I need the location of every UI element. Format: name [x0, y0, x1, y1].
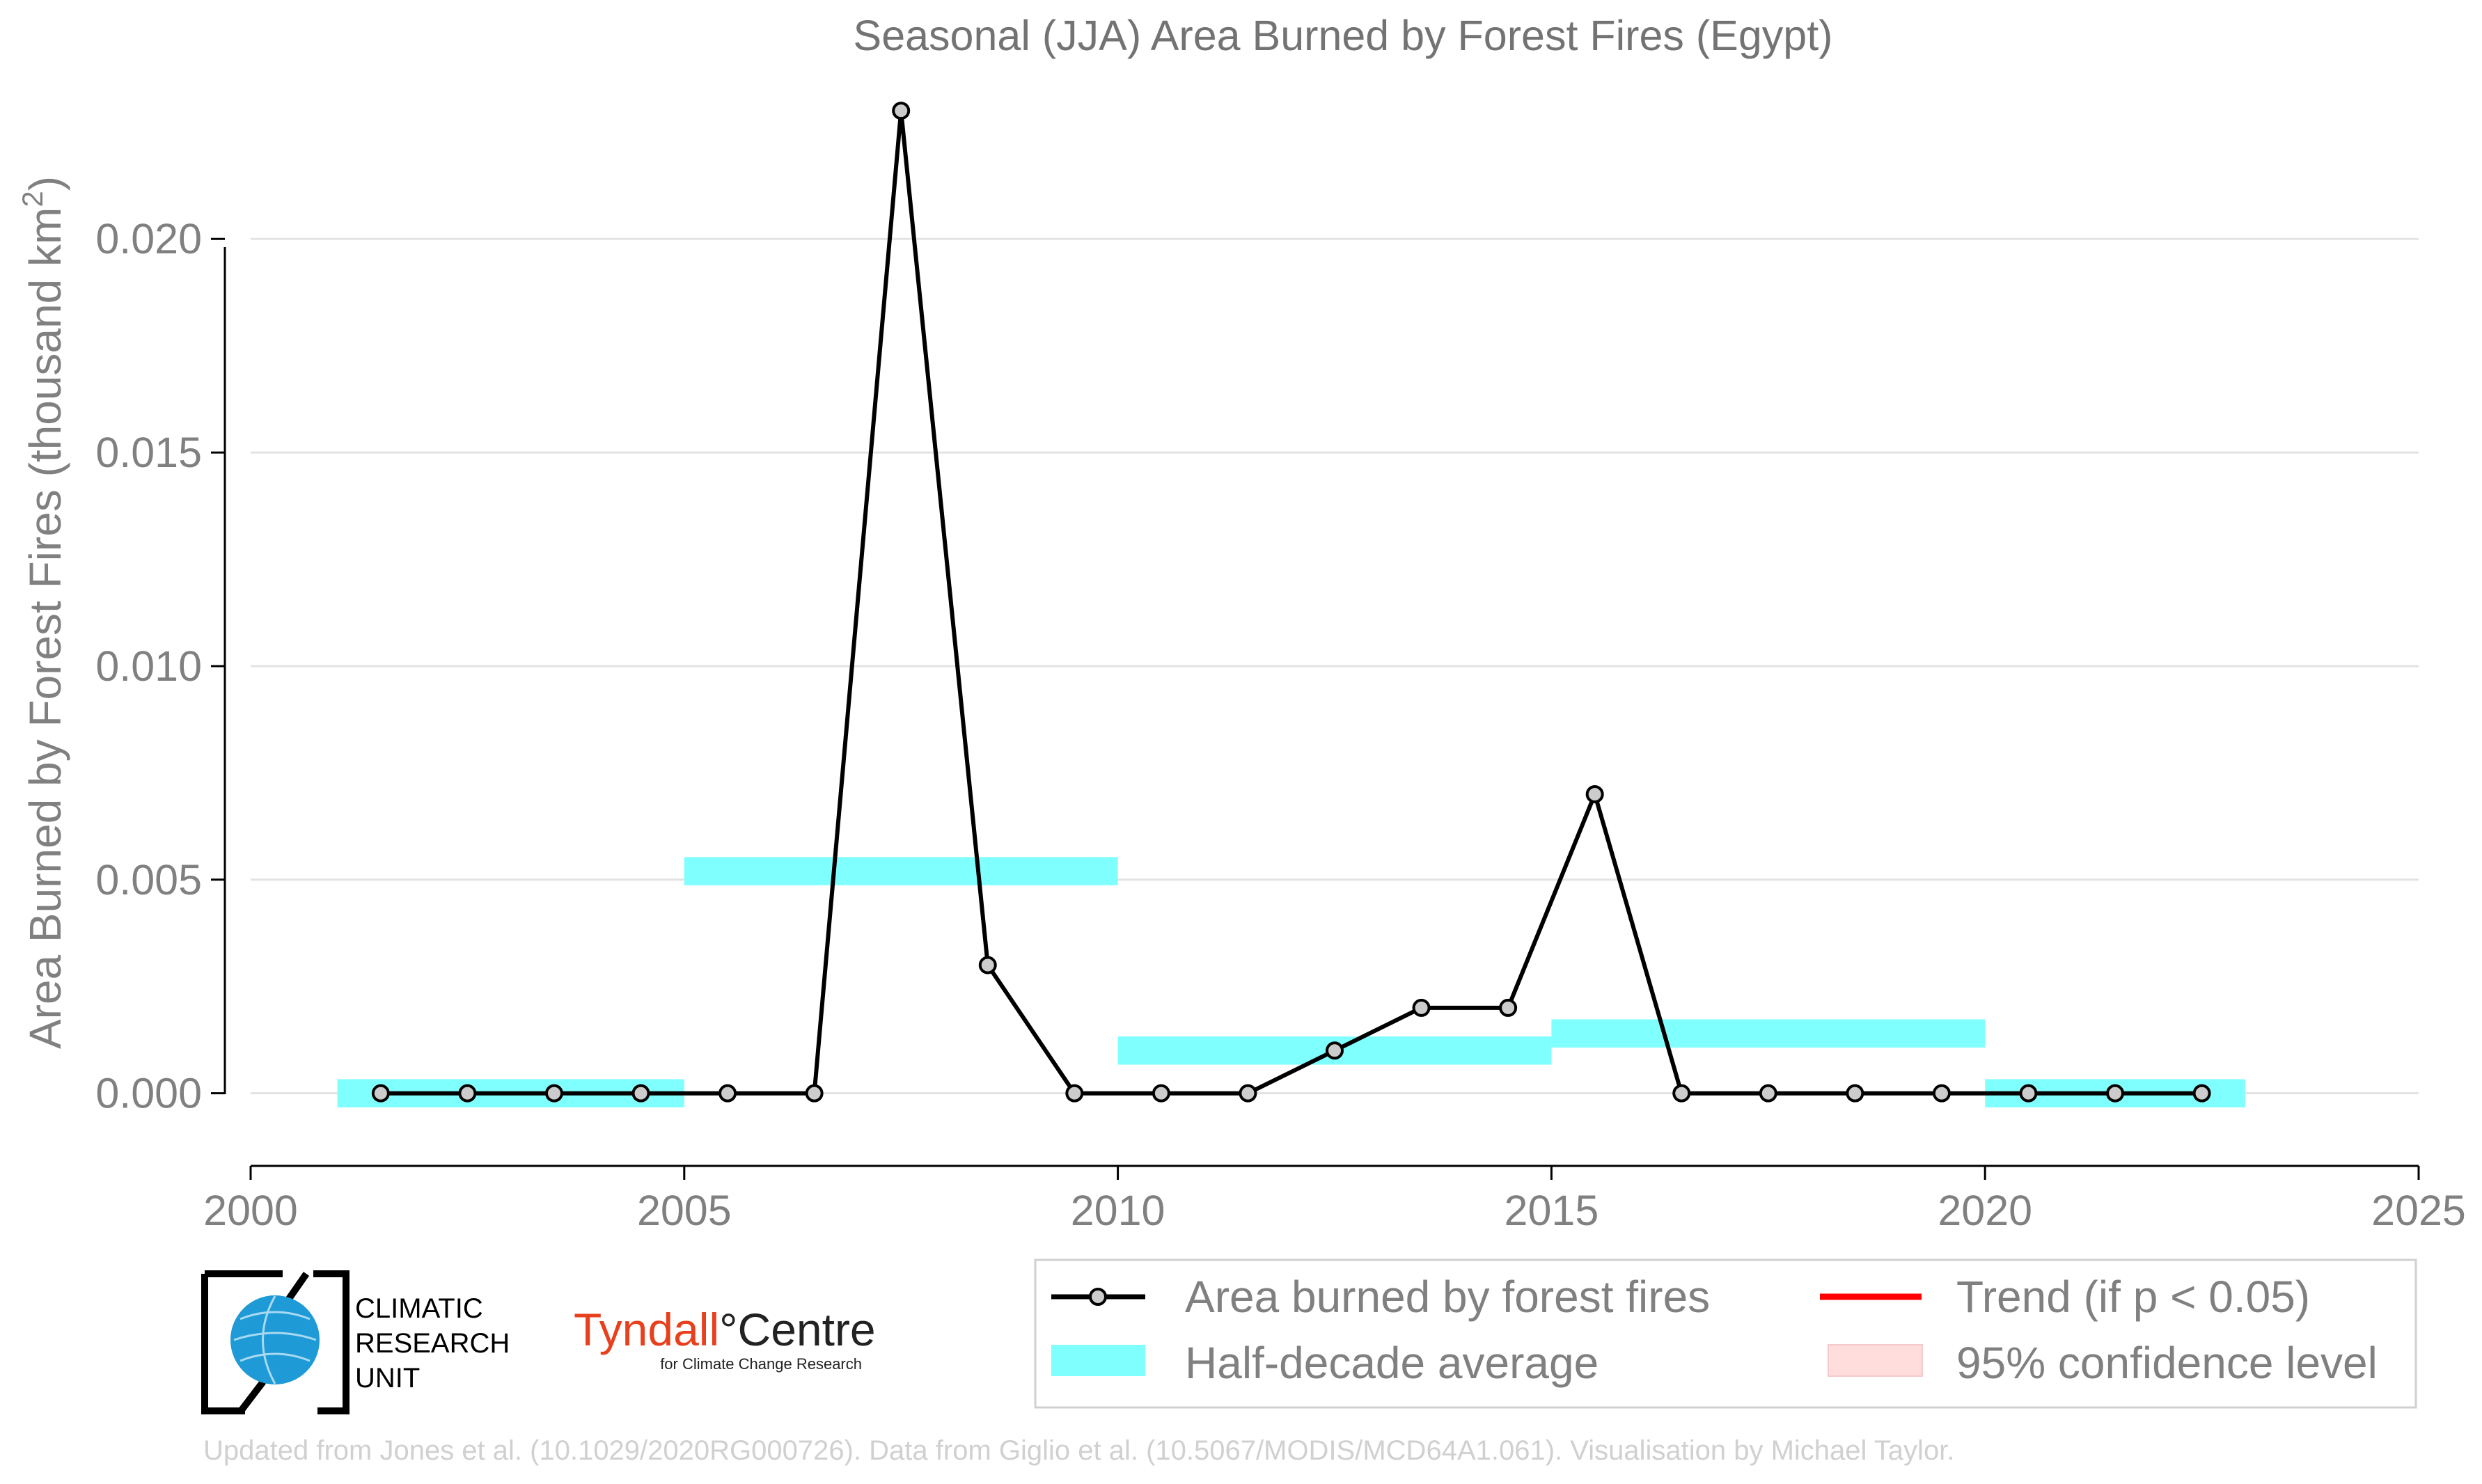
y-tick-label: 0.000 [95, 1070, 202, 1117]
y-tick-label: 0.005 [95, 856, 202, 903]
area-burned-series [371, 102, 2211, 1103]
cru-globe-icon [230, 1295, 320, 1384]
y-axis-label-superscript: 2 [16, 191, 49, 207]
cru-text-line-2: RESEARCH [355, 1328, 510, 1359]
legend-half-decade-swatch [1051, 1345, 1145, 1376]
half-decade-band [1551, 1019, 1986, 1048]
data-point [1932, 1084, 1951, 1103]
y-tick-label: 0.015 [95, 429, 202, 476]
chart-title: Seasonal (JJA) Area Burned by Forest Fir… [854, 12, 1833, 59]
legend-confidence-label: 95% confidence level [1956, 1338, 2378, 1388]
data-point [1065, 1084, 1084, 1103]
data-point [544, 1084, 563, 1103]
data-point [1846, 1084, 1864, 1103]
y-ticks: 0.000 0.005 0.010 0.015 0.020 [95, 215, 225, 1117]
tyndall-logo: Tyndall°Centre for Climate Change Resear… [574, 1304, 876, 1373]
legend-trend-label: Trend (if p < 0.05) [1956, 1272, 2310, 1322]
grid-layer [251, 237, 2419, 1095]
data-point [718, 1084, 737, 1103]
legend-confidence-swatch [1828, 1344, 1923, 1377]
legend: Area burned by forest fires Trend (if p … [1034, 1258, 2417, 1409]
data-point [458, 1084, 477, 1103]
data-point [805, 1084, 824, 1103]
tyndall-degree: ° [719, 1304, 737, 1355]
x-tick-label: 2020 [1938, 1187, 2032, 1234]
tyndall-subtitle: for Climate Change Research [660, 1355, 862, 1373]
legend-half-decade-label: Half-decade average [1185, 1338, 1599, 1388]
data-point [1585, 785, 1604, 804]
data-point [2106, 1084, 2125, 1103]
tyndall-wordmark: Tyndall°Centre [574, 1304, 876, 1355]
y-tick-label: 0.020 [95, 215, 202, 262]
legend-area-burned-marker [1089, 1288, 1107, 1306]
y-axis-label: Area Burned by Forest Fires (thousand km… [16, 176, 70, 1049]
data-point [978, 956, 997, 974]
data-point [1412, 998, 1431, 1017]
cru-logo-slash-bottom [238, 1379, 266, 1414]
data-point [1239, 1084, 1257, 1103]
y-axis-label-suffix: ) [20, 176, 70, 191]
cru-logo-frame [201, 1270, 349, 1414]
y-axis-label-main: Area Burned by Forest Fires (thousand km [20, 207, 70, 1049]
data-point [2019, 1084, 2038, 1103]
data-point [892, 102, 911, 120]
legend-box [1034, 1258, 2417, 1409]
cru-text-line-1: CLIMATIC [355, 1293, 483, 1324]
x-tick-label: 2005 [637, 1187, 732, 1234]
series-line [380, 109, 2202, 1096]
x-tick-label: 2000 [203, 1187, 298, 1234]
legend-area-burned-label: Area burned by forest fires [1185, 1272, 1710, 1322]
data-point [1672, 1084, 1691, 1103]
data-point [2192, 1084, 2211, 1103]
half-decade-band [684, 857, 1118, 885]
data-point [1499, 998, 1518, 1017]
x-tick-label: 2015 [1505, 1187, 1599, 1234]
data-point [1152, 1084, 1170, 1103]
attribution-caption: Updated from Jones et al. (10.1029/2020R… [203, 1435, 1954, 1466]
y-tick-label: 0.010 [95, 642, 202, 690]
data-point [1759, 1084, 1777, 1103]
tyndall-wordmark-right: Centre [738, 1304, 876, 1355]
cru-logo: CLIMATIC RESEARCH UNIT [201, 1270, 510, 1414]
x-ticks: 2000 2005 2010 2015 2020 2025 [203, 1166, 2466, 1234]
tyndall-wordmark-left: Tyndall [574, 1304, 719, 1355]
data-point [631, 1084, 650, 1103]
data-point [1326, 1041, 1344, 1060]
cru-globe-lines-icon [233, 1295, 317, 1384]
x-tick-label: 2010 [1071, 1187, 1165, 1234]
x-tick-label: 2025 [2371, 1187, 2466, 1234]
data-point [371, 1084, 390, 1103]
cru-text-line-3: UNIT [355, 1363, 420, 1394]
